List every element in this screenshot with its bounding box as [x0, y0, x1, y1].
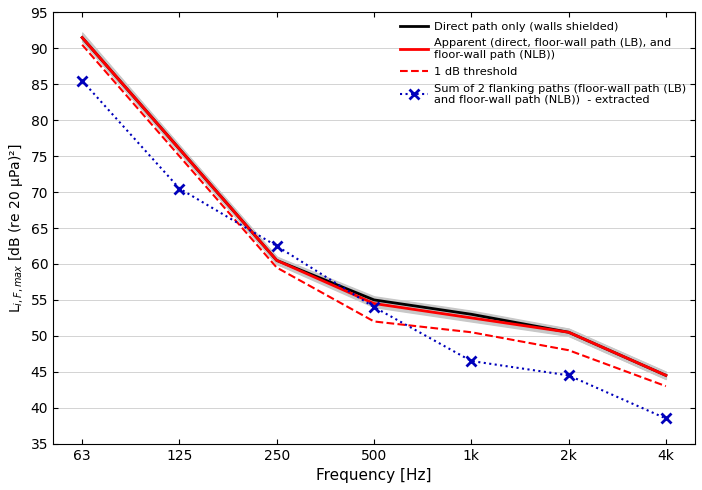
Direct path only (walls shielded): [370, 297, 378, 303]
1 dB threshold: [370, 318, 378, 324]
1 dB threshold: [272, 265, 281, 270]
Apparent (direct, floor-wall path (LB), and
floor-wall path (NLB)): [78, 35, 86, 41]
Direct path only (walls shielded): [272, 257, 281, 263]
1 dB threshold: [176, 153, 184, 159]
Line: Direct path only (walls shielded): Direct path only (walls shielded): [82, 38, 666, 375]
Sum of 2 flanking paths (floor-wall path (LB)
and floor-wall path (NLB))  - extracted: [272, 243, 281, 249]
Direct path only (walls shielded): [176, 146, 184, 152]
1 dB threshold: [78, 42, 86, 48]
1 dB threshold: [467, 329, 475, 335]
Apparent (direct, floor-wall path (LB), and
floor-wall path (NLB)): [662, 372, 670, 378]
Direct path only (walls shielded): [564, 329, 573, 335]
Direct path only (walls shielded): [78, 35, 86, 41]
Sum of 2 flanking paths (floor-wall path (LB)
and floor-wall path (NLB))  - extracted: [662, 416, 670, 421]
Line: Apparent (direct, floor-wall path (LB), and
floor-wall path (NLB)): Apparent (direct, floor-wall path (LB), …: [82, 38, 666, 375]
Sum of 2 flanking paths (floor-wall path (LB)
and floor-wall path (NLB))  - extracted: [467, 358, 475, 364]
Apparent (direct, floor-wall path (LB), and
floor-wall path (NLB)): [176, 146, 184, 152]
Sum of 2 flanking paths (floor-wall path (LB)
and floor-wall path (NLB))  - extracted: [370, 304, 378, 310]
Apparent (direct, floor-wall path (LB), and
floor-wall path (NLB)): [370, 300, 378, 306]
Apparent (direct, floor-wall path (LB), and
floor-wall path (NLB)): [467, 315, 475, 321]
1 dB threshold: [662, 383, 670, 389]
Apparent (direct, floor-wall path (LB), and
floor-wall path (NLB)): [564, 329, 573, 335]
Y-axis label: L$_{i,F,max}$ [dB (re 20 μPa)²]: L$_{i,F,max}$ [dB (re 20 μPa)²]: [7, 144, 25, 313]
Sum of 2 flanking paths (floor-wall path (LB)
and floor-wall path (NLB))  - extracted: [564, 372, 573, 378]
Direct path only (walls shielded): [467, 311, 475, 317]
Line: 1 dB threshold: 1 dB threshold: [82, 45, 666, 386]
Sum of 2 flanking paths (floor-wall path (LB)
and floor-wall path (NLB))  - extracted: [78, 78, 86, 84]
Direct path only (walls shielded): [662, 372, 670, 378]
1 dB threshold: [564, 347, 573, 353]
Apparent (direct, floor-wall path (LB), and
floor-wall path (NLB)): [272, 257, 281, 263]
Line: Sum of 2 flanking paths (floor-wall path (LB)
and floor-wall path (NLB))  - extracted: Sum of 2 flanking paths (floor-wall path…: [77, 76, 670, 423]
Sum of 2 flanking paths (floor-wall path (LB)
and floor-wall path (NLB))  - extracted: [176, 186, 184, 192]
X-axis label: Frequency [Hz]: Frequency [Hz]: [317, 468, 432, 483]
Legend: Direct path only (walls shielded), Apparent (direct, floor-wall path (LB), and
f: Direct path only (walls shielded), Appar…: [395, 17, 691, 110]
